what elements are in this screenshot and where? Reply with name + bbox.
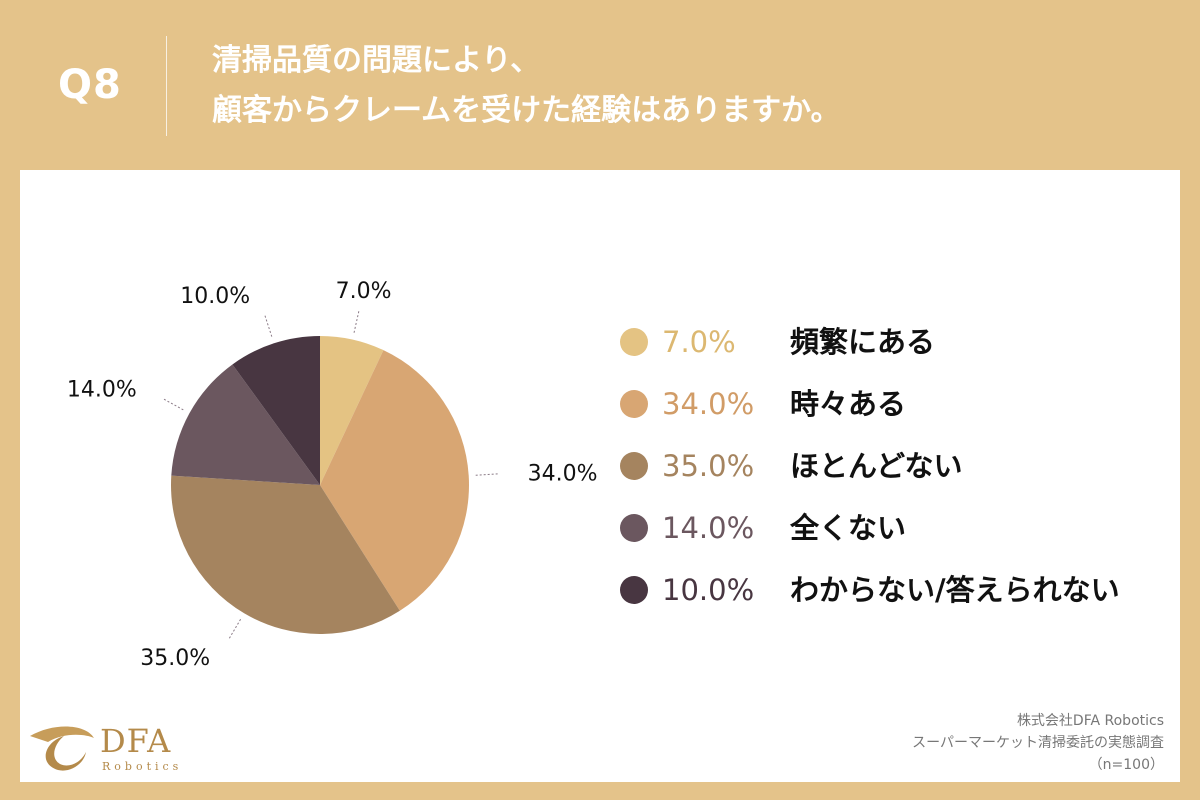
legend-item-unknown: 10.0% わからない/答えられない (620, 568, 1180, 608)
legend-item-never: 14.0% 全くない (620, 506, 1180, 546)
pie-leader-frequent (353, 311, 360, 333)
legend-label: ほとんどない (790, 449, 963, 483)
header: Q8 清掃品質の問題により、 顧客からクレームを受けた経験はありますか。 (0, 0, 1200, 170)
legend-swatch (620, 576, 648, 604)
pie-slice-frequent (320, 336, 384, 485)
logo-sub: Robotics (102, 760, 183, 773)
legend-label: 時々ある (790, 387, 907, 421)
legend-item-rarely: 35.0% ほとんどない (620, 444, 1180, 484)
pie-leader-never (163, 398, 184, 411)
legend-label: 全くない (790, 511, 907, 545)
legend-item-sometimes: 34.0% 時々ある (620, 382, 1180, 422)
legend-label: 頻繁にある (790, 325, 936, 359)
dfa-logo: DFA Robotics (24, 712, 214, 782)
pie-slice-never (171, 364, 320, 485)
source-company: 株式会社DFA Robotics (1016, 713, 1164, 729)
legend-percent: 14.0% (662, 511, 755, 545)
pie-label-rarely: 35.0% (140, 646, 210, 671)
legend-swatch (620, 328, 648, 356)
legend-percent: 35.0% (662, 449, 755, 483)
source-survey: スーパーマーケット清掃委託の実態調査 (912, 735, 1164, 751)
pie-chart: 7.0% 34.0% 35.0% 14.0% 10.0% (67, 279, 598, 671)
question-title-line2: 顧客からクレームを受けた経験はありますか。 (212, 93, 841, 128)
legend-swatch (620, 452, 648, 480)
logo-name: DFA (100, 722, 172, 760)
question-number: Q8 (58, 62, 122, 108)
pie-label-frequent: 7.0% (336, 279, 392, 304)
logo-swirl-icon (30, 726, 94, 771)
legend-percent: 10.0% (662, 573, 755, 607)
pie-label-sometimes: 34.0% (528, 461, 598, 486)
legend-item-frequent: 7.0% 頻繁にある (620, 320, 1180, 360)
pie-leader-unknown (264, 315, 273, 337)
legend-swatch (620, 390, 648, 418)
header-divider (166, 36, 167, 136)
legend-percent: 34.0% (662, 387, 755, 421)
question-title-line1: 清掃品質の問題により、 (212, 43, 541, 78)
legend-swatch (620, 514, 648, 542)
pie-label-never: 14.0% (67, 378, 137, 403)
pie-leader-rarely (228, 619, 242, 639)
source-note: 株式会社DFA Robotics スーパーマーケット清掃委託の実態調査 （n=1… (912, 710, 1164, 776)
chart-panel: 7.0% 34.0% 35.0% 14.0% 10.0% 7.0% 頻繁にある 34.0% 時… (20, 170, 1180, 782)
pie-slice-unknown (232, 336, 320, 485)
legend-label: わからない/答えられない (790, 573, 1120, 607)
pie-leader-sometimes (475, 473, 498, 476)
pie-slice-sometimes (320, 350, 470, 611)
pie-label-unknown: 10.0% (180, 284, 250, 309)
question-title: 清掃品質の問題により、 顧客からクレームを受けた経験はありますか。 (212, 36, 841, 136)
source-sample: （n=100） (1088, 757, 1164, 773)
legend-percent: 7.0% (662, 325, 736, 359)
pie-slice-rarely (171, 475, 400, 634)
